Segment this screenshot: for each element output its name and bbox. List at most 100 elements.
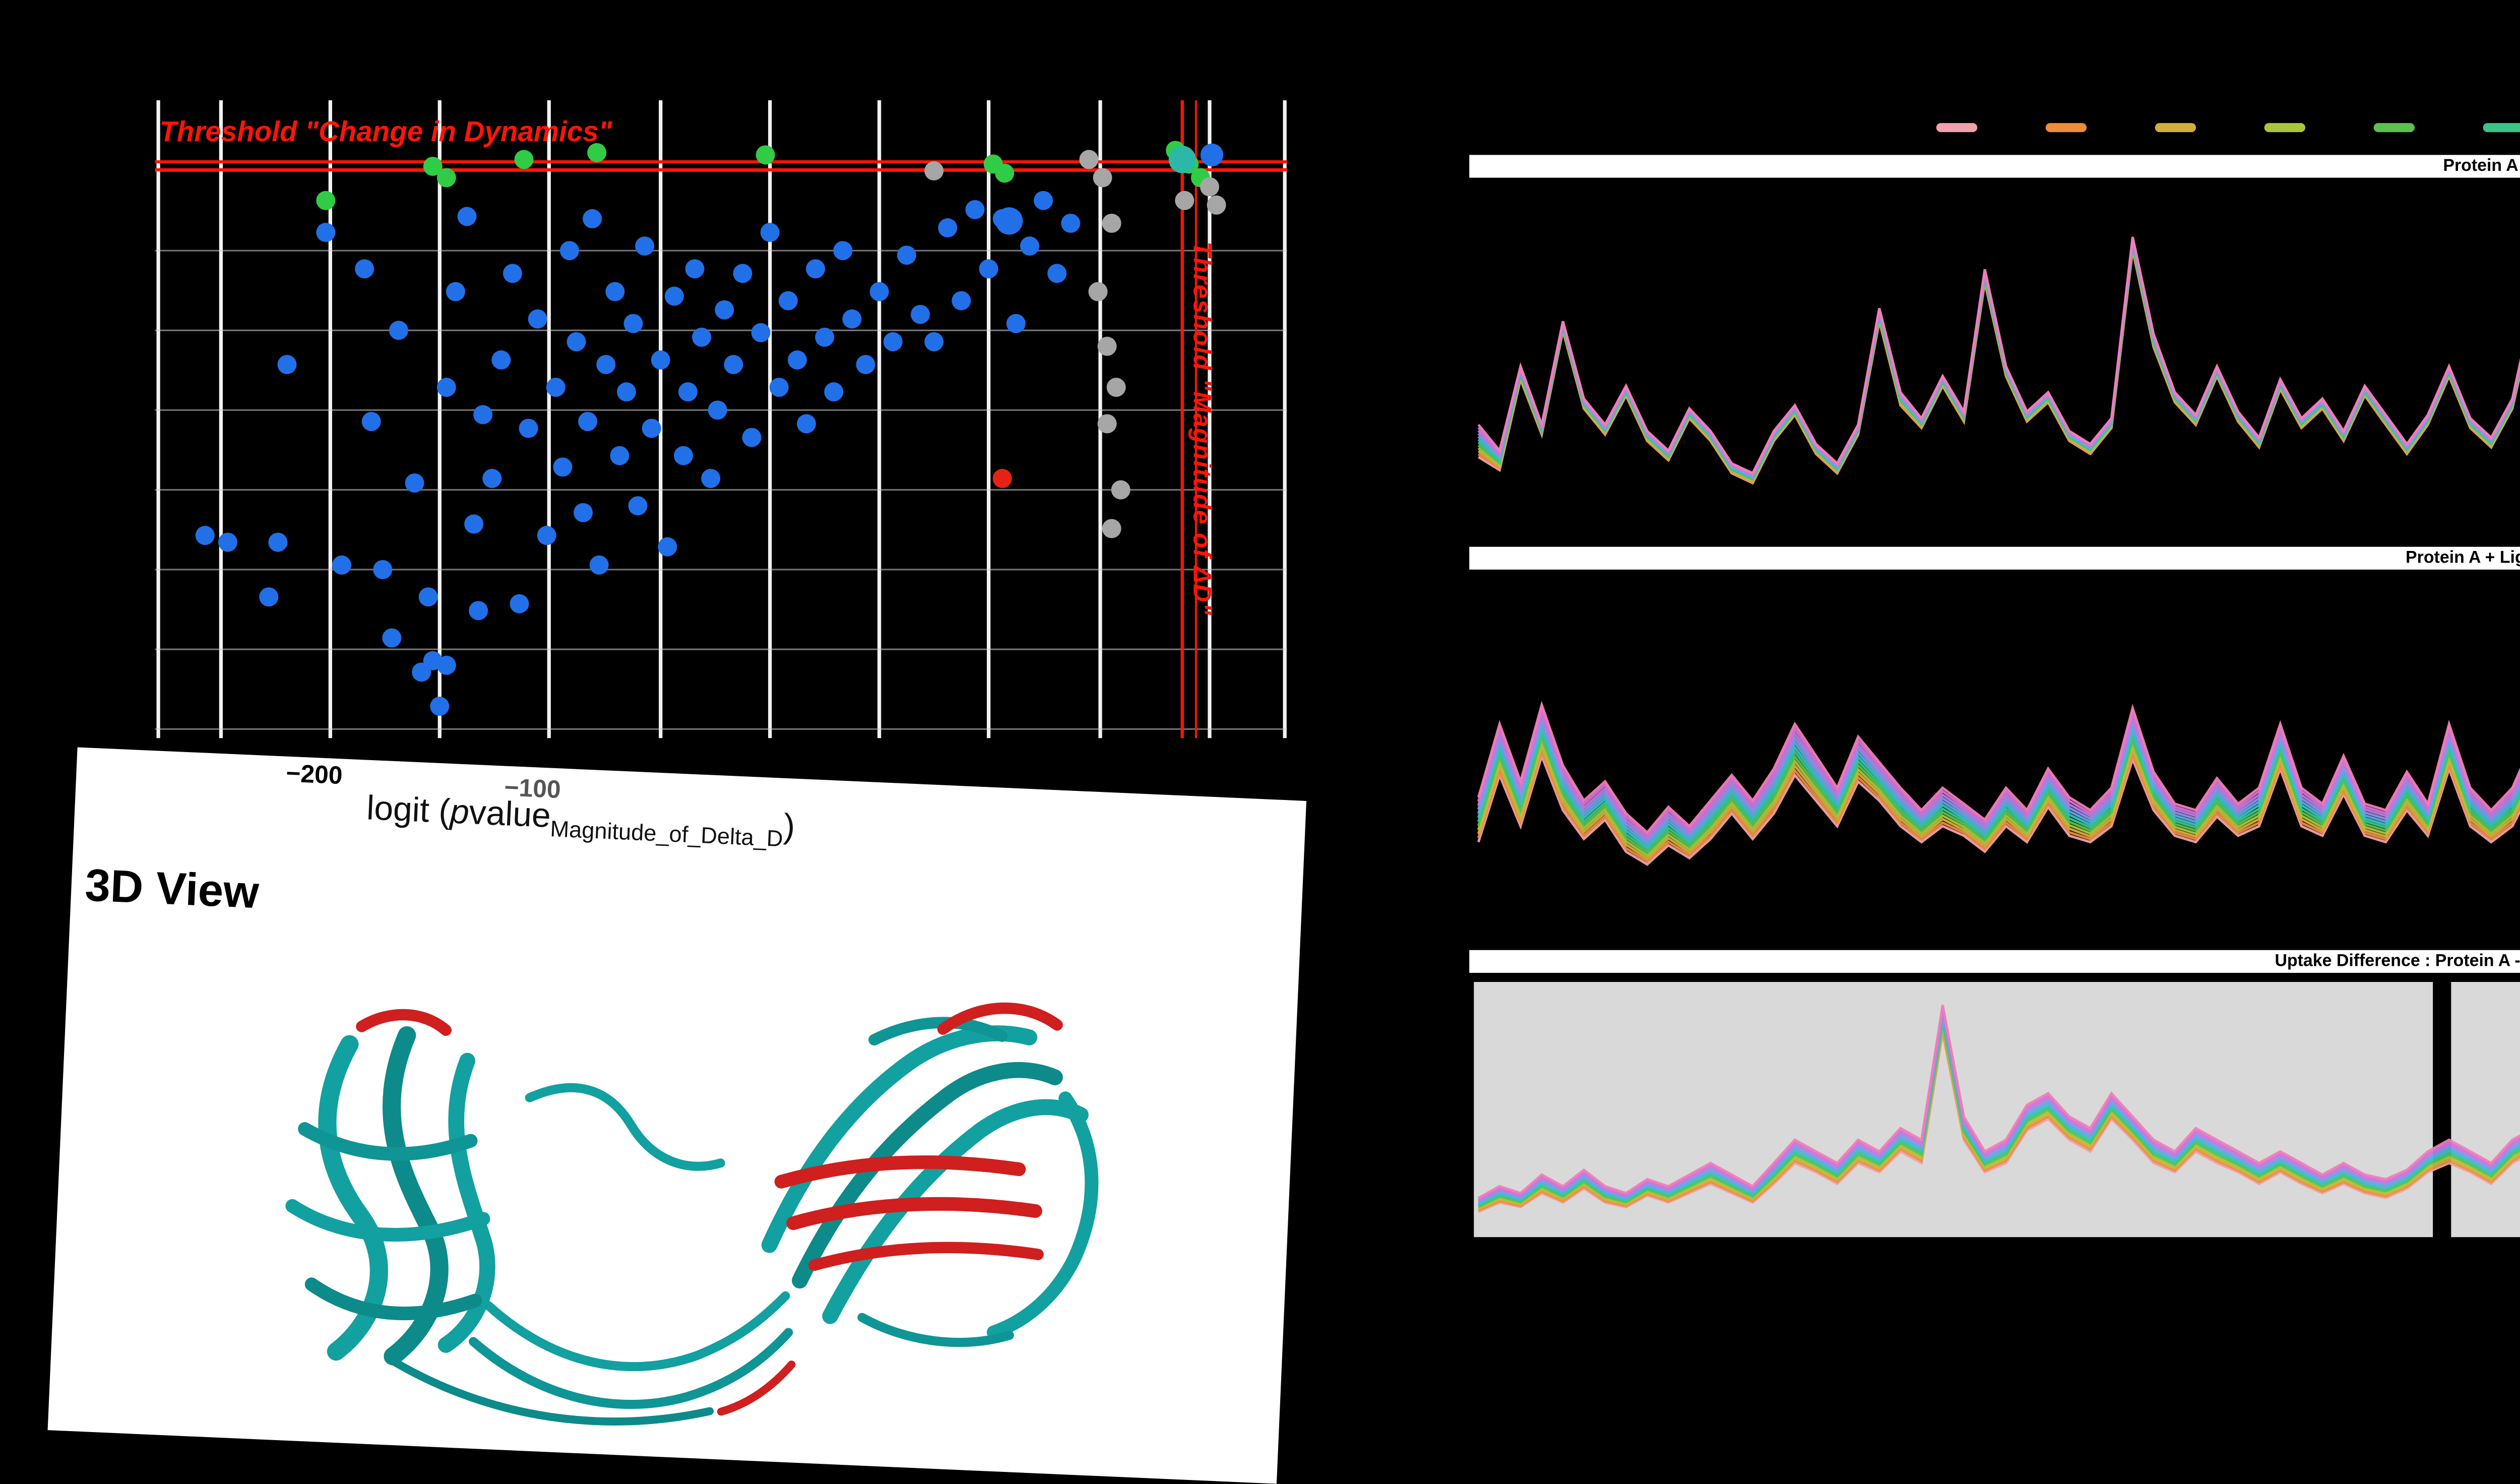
scatter-point[interactable] [1034, 191, 1053, 210]
scatter-point[interactable] [760, 223, 780, 242]
scatter-point[interactable] [469, 601, 488, 621]
scatter-point[interactable] [724, 355, 743, 375]
scatter-point[interactable] [553, 457, 573, 477]
scatter-point[interactable] [869, 282, 889, 301]
scatter-point[interactable] [673, 446, 693, 465]
scatter-point[interactable] [1175, 191, 1194, 210]
scatter-point[interactable] [1079, 150, 1099, 169]
scatter-point[interactable] [519, 418, 538, 438]
scatter-point[interactable] [596, 355, 616, 375]
scatter-point[interactable] [856, 355, 875, 375]
scatter-point[interactable] [701, 469, 721, 488]
scatter-point[interactable] [1093, 168, 1112, 188]
scatter-point[interactable] [502, 264, 522, 283]
scatter-point[interactable] [436, 655, 456, 675]
uptake-chart-protein-a[interactable] [1469, 180, 2520, 540]
scatter-point[interactable] [373, 560, 393, 579]
scatter-point[interactable] [464, 514, 484, 534]
scatter-point[interactable] [610, 446, 629, 465]
scatter-point[interactable] [1200, 177, 1219, 197]
scatter-point[interactable] [405, 473, 424, 493]
scatter-point[interactable] [1207, 195, 1226, 215]
scatter-point[interactable] [995, 163, 1015, 183]
scatter-point[interactable] [623, 314, 643, 333]
scatter-point[interactable] [751, 323, 771, 342]
legend-swatch[interactable] [2155, 123, 2196, 132]
scatter-point[interactable] [678, 382, 698, 402]
scatter-point[interactable] [842, 309, 862, 329]
scatter-point[interactable] [642, 418, 661, 438]
scatter-point[interactable] [332, 555, 351, 575]
scatter-point[interactable] [742, 427, 762, 447]
scatter-point[interactable] [583, 209, 602, 228]
scatter-point[interactable] [995, 207, 1023, 235]
scatter-point[interactable] [589, 555, 609, 575]
scatter-point[interactable] [259, 587, 279, 607]
scatter-point[interactable] [546, 378, 565, 397]
volcano-plot-canvas[interactable] [155, 100, 1287, 738]
legend-swatch[interactable] [2045, 123, 2087, 132]
scatter-point[interactable] [218, 532, 237, 552]
scatter-point[interactable] [268, 532, 288, 552]
scatter-point[interactable] [806, 259, 826, 279]
scatter-point[interactable] [316, 191, 336, 210]
scatter-point[interactable] [815, 327, 835, 347]
scatter-point[interactable] [755, 145, 775, 165]
scatter-point[interactable] [692, 327, 712, 347]
scatter-point[interactable] [514, 150, 534, 169]
scatter-point[interactable] [635, 236, 655, 256]
scatter-point[interactable] [1047, 264, 1067, 283]
scatter-point[interactable] [277, 355, 297, 375]
scatter-point[interactable] [1102, 213, 1121, 233]
scatter-point[interactable] [528, 309, 547, 329]
scatter-point[interactable] [628, 496, 648, 516]
scatter-point[interactable] [430, 697, 450, 716]
scatter-point[interactable] [979, 259, 998, 279]
scatter-point[interactable] [651, 350, 670, 370]
scatter-point[interactable] [1020, 236, 1039, 256]
scatter-point[interactable] [412, 662, 431, 682]
scatter-point[interactable] [664, 286, 684, 306]
scatter-point[interactable] [361, 412, 381, 431]
scatter-point[interactable] [938, 218, 958, 237]
legend-swatch[interactable] [2483, 123, 2520, 132]
scatter-point[interactable] [924, 161, 944, 180]
scatter-point[interactable] [658, 537, 677, 556]
scatter-point[interactable] [482, 469, 502, 488]
scatter-point[interactable] [382, 628, 402, 648]
legend-swatch[interactable] [1936, 123, 1978, 132]
scatter-point[interactable] [897, 245, 916, 265]
legend-swatch[interactable] [2373, 123, 2415, 132]
scatter-point[interactable] [1168, 146, 1196, 173]
scatter-point[interactable] [1111, 480, 1130, 500]
scatter-point[interactable] [616, 382, 636, 402]
scatter-point[interactable] [883, 332, 903, 351]
scatter-point[interactable] [733, 264, 752, 283]
scatter-point[interactable] [1061, 213, 1081, 233]
scatter-point[interactable] [446, 282, 465, 301]
scatter-point[interactable] [769, 378, 789, 397]
scatter-point[interactable] [1097, 337, 1117, 356]
scatter-point[interactable] [824, 382, 844, 402]
scatter-point[interactable] [587, 143, 607, 162]
uptake-chart-protein-a-ligand[interactable] [1469, 572, 2520, 928]
scatter-point[interactable] [924, 332, 944, 351]
scatter-point[interactable] [566, 332, 586, 351]
volcano-plot[interactable] [155, 100, 1287, 738]
scatter-point[interactable] [605, 282, 625, 301]
scatter-point[interactable] [195, 526, 215, 545]
scatter-point[interactable] [715, 300, 734, 320]
protein-structure-3d-view[interactable] [173, 944, 1196, 1470]
scatter-point[interactable] [1106, 378, 1126, 397]
scatter-point[interactable] [1200, 143, 1224, 166]
scatter-point[interactable] [1097, 414, 1117, 434]
scatter-point[interactable] [510, 594, 529, 613]
scatter-point[interactable] [473, 405, 493, 424]
scatter-point[interactable] [436, 168, 456, 188]
scatter-point[interactable] [1102, 519, 1121, 538]
legend-swatch[interactable] [2264, 123, 2306, 132]
uptake-difference-chart[interactable] [1469, 975, 2520, 1244]
scatter-point[interactable] [355, 259, 374, 279]
scatter-point[interactable] [992, 469, 1012, 488]
scatter-point[interactable] [778, 291, 798, 311]
